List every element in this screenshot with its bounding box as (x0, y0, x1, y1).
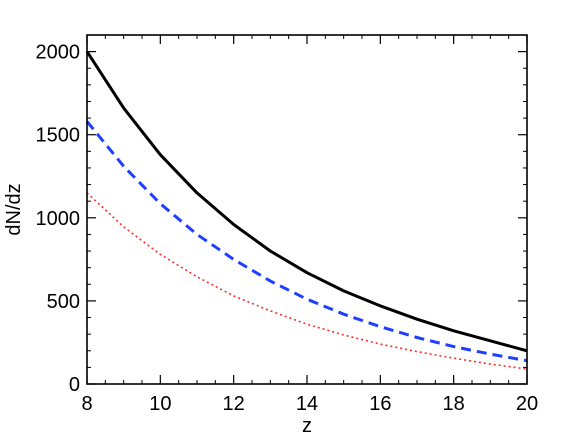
x-tick-label: 18 (443, 393, 465, 415)
x-tick-label: 12 (223, 393, 245, 415)
x-tick-label: 14 (296, 393, 318, 415)
series-line-3 (86, 192, 528, 370)
series-line-2 (85, 120, 528, 363)
x-tick-label: 20 (516, 393, 538, 415)
x-tick-label: 16 (369, 393, 391, 415)
x-tick-label: 8 (81, 393, 92, 415)
plot-frame (86, 34, 528, 385)
series-line-1 (85, 50, 528, 353)
y-tick-label: 1500 (36, 125, 81, 147)
x-axis-label: z (302, 415, 312, 437)
y-tick-label: 2000 (36, 42, 81, 64)
y-tick-label: 0 (69, 374, 80, 396)
y-tick-label: 500 (47, 291, 80, 313)
y-axis-label: dN/dz (3, 183, 25, 235)
x-tick-label: 10 (149, 393, 171, 415)
tick-labels: 8 10 12 14 16 18 20 0 500 1000 1500 2000 (36, 42, 539, 415)
y-tick-label: 1000 (36, 208, 81, 230)
data-lines (85, 50, 528, 370)
